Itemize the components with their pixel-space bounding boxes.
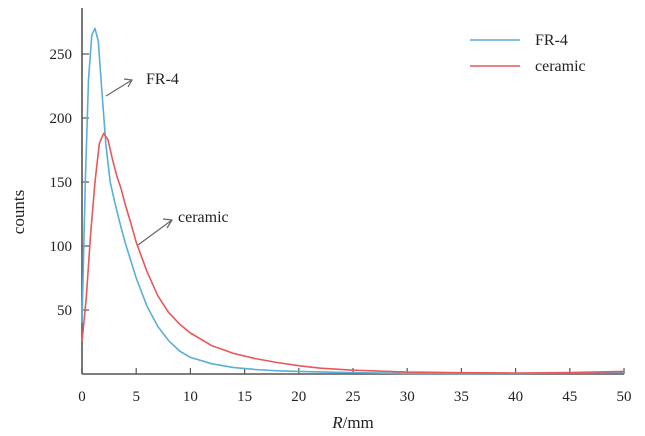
x-tick-label: 25 xyxy=(346,389,361,405)
legend-label-ceramic: ceramic xyxy=(535,58,586,75)
x-axis-title-unit: /mm xyxy=(343,413,374,432)
x-axis-title-symbol: R xyxy=(331,413,343,432)
x-tick-label: 0 xyxy=(78,389,86,405)
y-tick-label: 150 xyxy=(50,175,73,191)
x-tick-label: 45 xyxy=(562,389,577,405)
y-tick-label: 250 xyxy=(50,47,73,63)
x-tick-label: 10 xyxy=(183,389,198,405)
series-line-ceramic xyxy=(81,132,625,374)
y-tick-label: 50 xyxy=(57,303,72,319)
series-line-fr-4 xyxy=(81,27,625,375)
x-tick-label: 15 xyxy=(237,389,252,405)
x-tick-label: 35 xyxy=(454,389,469,405)
y-axis-title: counts xyxy=(9,190,28,234)
annotations: FR-4 ceramic xyxy=(105,71,229,246)
annotation-arrow-fr4 xyxy=(105,79,133,97)
x-tick-label: 30 xyxy=(400,389,415,405)
x-ticks: 0 5 10 15 20 25 30 35 40 45 50 xyxy=(78,368,632,405)
legend: FR-4 ceramic xyxy=(470,32,586,75)
annotation-arrowhead-fr4 xyxy=(123,78,133,88)
annotation-ceramic-label: ceramic xyxy=(178,209,229,226)
annotation-arrowhead-ceramic xyxy=(162,218,174,229)
series-group xyxy=(81,27,625,375)
annotation-fr4-label: FR-4 xyxy=(146,71,179,88)
y-tick-label: 200 xyxy=(50,111,73,127)
y-ticks: 50 100 150 200 250 xyxy=(50,47,89,319)
x-tick-label: 50 xyxy=(617,389,632,405)
legend-label-fr4: FR-4 xyxy=(535,32,568,49)
x-tick-label: 5 xyxy=(132,389,140,405)
x-tick-label: 40 xyxy=(508,389,523,405)
x-axis-title: R/mm xyxy=(331,413,374,432)
x-tick-label: 20 xyxy=(291,389,306,405)
y-tick-label: 100 xyxy=(50,239,73,255)
annotation-arrow-ceramic xyxy=(137,219,173,246)
